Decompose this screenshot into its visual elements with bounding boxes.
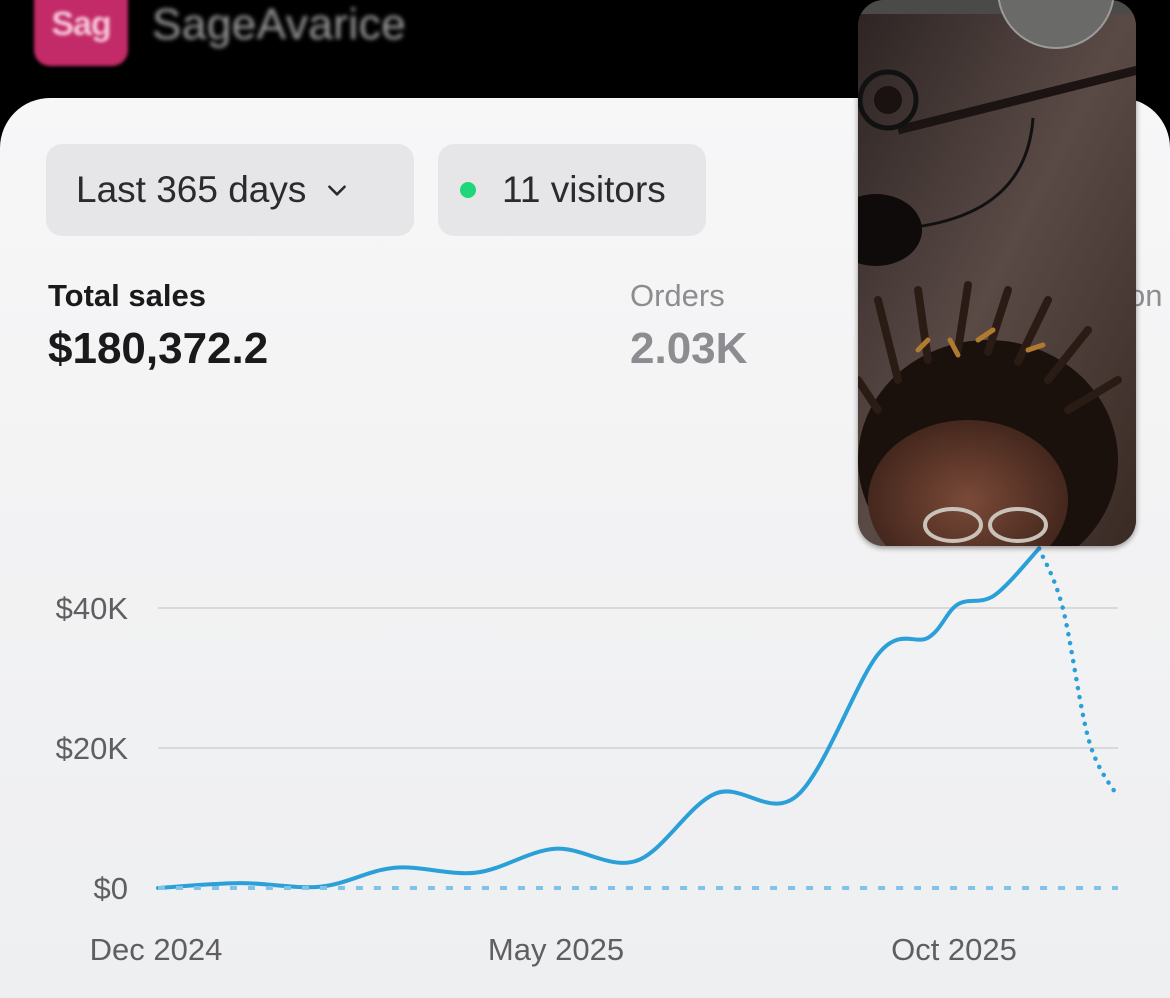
video-call-overlay[interactable] <box>858 0 1136 546</box>
y-tick-label: $0 <box>94 871 128 906</box>
y-tick-label: $20K <box>56 731 129 766</box>
camera-feed-image <box>858 0 1136 546</box>
x-tick-label: Oct 2025 <box>891 932 1017 967</box>
series-line-solid <box>158 549 1039 889</box>
series-line-dotted <box>1039 549 1118 798</box>
y-tick-label: $40K <box>56 591 129 626</box>
x-tick-label: May 2025 <box>488 932 624 967</box>
x-tick-label: Dec 2024 <box>90 932 223 967</box>
